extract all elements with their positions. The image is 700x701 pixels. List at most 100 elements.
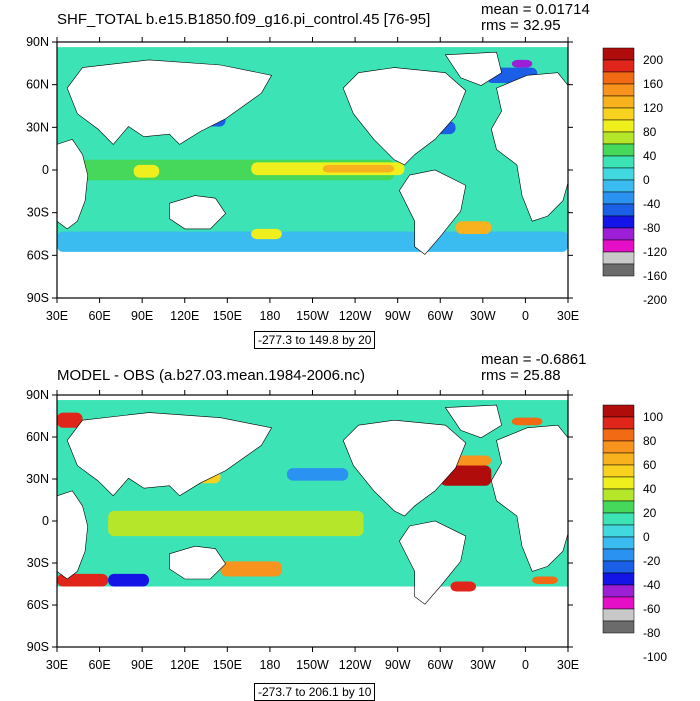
bottom-mean-stat: mean = -0.6861: [481, 351, 587, 368]
colorbar-label: -200: [643, 293, 667, 307]
lat-label: 30N: [26, 120, 49, 134]
colorbar-swatch: [602, 440, 635, 454]
lon-label: 90W: [385, 309, 411, 323]
lon-label: 150W: [296, 658, 329, 672]
lon-label: 0: [522, 658, 529, 672]
ocean-anomaly-patch: [108, 510, 364, 537]
bottom-contour-range: -273.7 to 206.1 by 10: [254, 683, 376, 701]
arctic-land: [57, 395, 568, 401]
lon-label: 150E: [213, 658, 242, 672]
colorbar-swatch: [602, 536, 635, 550]
lat-label: 60N: [26, 78, 49, 92]
ocean-anomaly-patch: [532, 576, 558, 584]
colorbar-swatch: [602, 83, 635, 97]
colorbar-swatch: [602, 560, 635, 574]
lon-label: 90W: [385, 658, 411, 672]
colorbar-swatch: [602, 620, 635, 634]
colorbar-swatch: [602, 191, 635, 205]
colorbar-swatch: [602, 608, 635, 622]
north-america-land: [342, 419, 467, 517]
colorbar-swatch: [602, 452, 635, 466]
ocean-anomaly-patch: [133, 164, 160, 178]
ocean-anomaly-patch: [286, 468, 349, 481]
ocean-anomaly-patch: [108, 573, 149, 587]
ocean-anomaly-patch: [511, 59, 533, 68]
ocean-anomaly-patch: [455, 221, 492, 234]
colorbar-swatch: [602, 548, 635, 562]
lon-label: 180: [259, 309, 280, 323]
top-rms-stat: rms = 32.95: [481, 17, 561, 34]
colorbar-swatch: [602, 179, 635, 193]
lat-label: 60S: [27, 248, 49, 262]
colorbar-label: 80: [643, 434, 657, 448]
colorbar-label: 120: [643, 101, 663, 115]
colorbar-swatch: [602, 572, 635, 586]
colorbar-swatch: [602, 512, 635, 526]
greenland-land: [444, 51, 502, 86]
colorbar-swatch: [602, 428, 635, 442]
lon-label: 30E: [46, 309, 68, 323]
colorbar-label: 40: [643, 149, 657, 163]
colorbar-swatch: [602, 263, 635, 277]
south-america-land: [399, 520, 467, 605]
africa-land: [56, 138, 89, 230]
lat-label: 30N: [26, 472, 49, 486]
australia-land: [169, 195, 226, 230]
greenland-land: [444, 404, 502, 439]
colorbar-label: 0: [643, 173, 650, 187]
europe-africa-land: [490, 424, 569, 572]
top-map-title: SHF_TOTAL b.e15.B1850.f09_g16.pi_control…: [57, 11, 431, 28]
lon-label: 30E: [557, 309, 579, 323]
colorbar-swatch: [602, 404, 635, 418]
colorbar-swatch: [602, 59, 635, 73]
top-contour-range: -277.3 to 149.8 by 20: [254, 331, 376, 349]
colorbar-swatch: [602, 215, 635, 229]
colorbar-label: 60: [643, 458, 657, 472]
antarctica-land: [57, 257, 568, 298]
lon-label: 120E: [170, 658, 199, 672]
colorbar-swatch: [602, 584, 635, 598]
colorbar-label: -120: [643, 245, 667, 259]
colorbar-swatch: [602, 416, 635, 430]
lat-label: 90N: [26, 388, 49, 402]
lon-label: 120W: [339, 309, 372, 323]
top-map-panel: SHF_TOTAL b.e15.B1850.f09_g16.pi_control…: [0, 0, 700, 350]
colorbar-swatch: [602, 143, 635, 157]
colorbar-label: -80: [643, 221, 661, 235]
lon-label: 120W: [339, 658, 372, 672]
colorbar-swatch: [602, 107, 635, 121]
lon-label: 30W: [470, 658, 496, 672]
colorbar-swatch: [602, 488, 635, 502]
top-mean-stat: mean = 0.01714: [481, 1, 590, 18]
north-america-land: [342, 67, 467, 166]
lon-label: 150W: [296, 309, 329, 323]
colorbar-label: 0: [643, 530, 650, 544]
ocean-anomaly-patch: [450, 455, 492, 466]
colorbar-label: 100: [643, 410, 663, 424]
colorbar-swatch: [602, 203, 635, 217]
colorbar-swatch: [602, 71, 635, 85]
colorbar-swatch: [602, 239, 635, 253]
ocean-anomaly-patch: [220, 561, 282, 577]
arctic-land: [57, 42, 568, 48]
lat-label: 30S: [27, 206, 49, 220]
colorbar-swatch: [602, 119, 635, 133]
lon-label: 180: [259, 658, 280, 672]
colorbar-swatch: [602, 167, 635, 181]
bottom-map-plot: 90N 60N 30N 0 30S 60S 90S 30E 60E 90E 120E 150E 180 1…: [26, 388, 667, 672]
lon-label: 30W: [470, 309, 496, 323]
ocean-anomaly-patch: [57, 231, 568, 252]
australia-land: [169, 545, 226, 580]
top-map-plot: 90N 60N 30N 0 30S 60S 90S 30E 60E 90E 120E 150E 180 1…: [26, 35, 667, 323]
bottom-rms-stat: rms = 25.88: [481, 367, 561, 384]
ocean-anomaly-patch: [322, 164, 395, 173]
ocean-anomaly-patch: [251, 228, 282, 240]
colorbar-label: -40: [643, 578, 661, 592]
lon-label: 90E: [131, 309, 153, 323]
colorbar-swatch: [602, 47, 635, 61]
colorbar-label: 160: [643, 77, 663, 91]
bottom-map-panel: MODEL - OBS (a.b27.03.mean.1984-2006.nc)…: [0, 350, 700, 701]
colorbar-swatch: [602, 524, 635, 538]
lat-label: 90S: [27, 640, 49, 654]
lat-label: 90N: [26, 35, 49, 49]
